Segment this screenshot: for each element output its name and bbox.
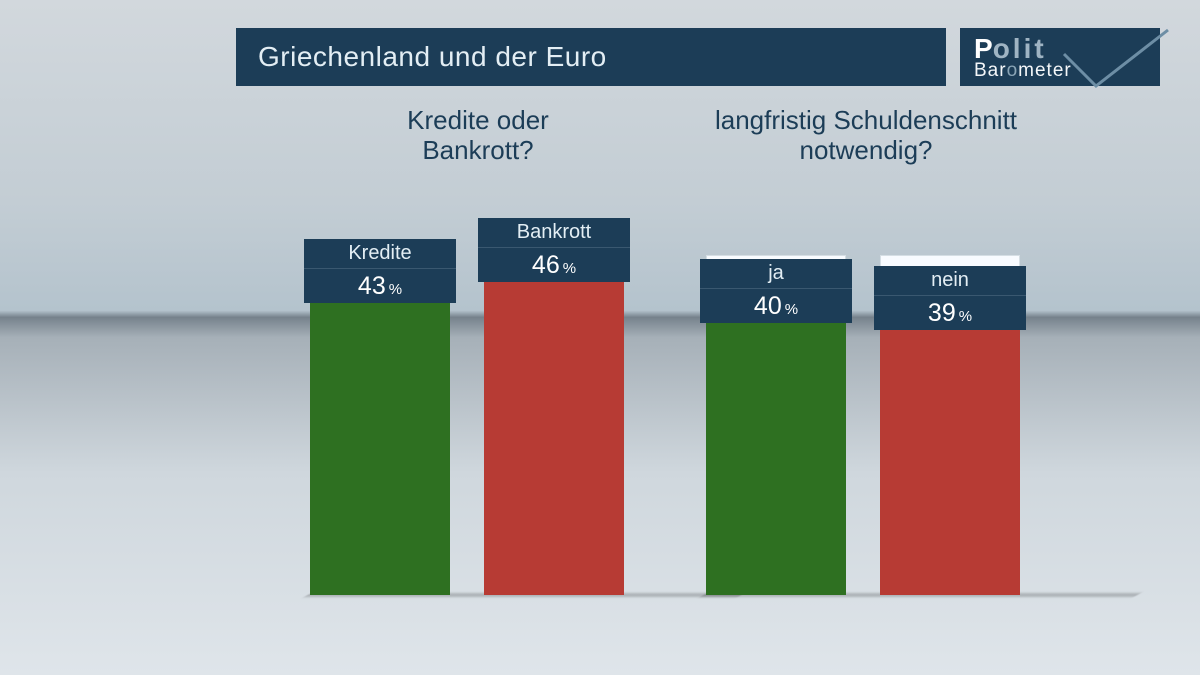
bar-group: Kredite43%Bankrott46% — [310, 255, 624, 595]
question-label: langfristig Schuldenschnittnotwendig? — [656, 106, 1076, 166]
bar: Kredite43% — [310, 255, 450, 595]
bar-label-box: Kredite43% — [304, 239, 456, 303]
bar-fill — [484, 282, 624, 595]
bar-label-box: Bankrott46% — [478, 218, 630, 282]
bar-value: 46% — [478, 248, 630, 278]
bar-label: Bankrott — [478, 222, 630, 248]
bar-value: 39% — [874, 296, 1026, 326]
chart-title: Griechenland und der Euro — [258, 41, 607, 73]
bar-fill — [310, 303, 450, 595]
bar-label: ja — [700, 263, 852, 289]
bar: ja40% — [706, 255, 846, 595]
bar-label: nein — [874, 270, 1026, 296]
logo-line2: Barometer — [974, 61, 1146, 80]
bar-fill — [706, 323, 846, 595]
title-bar: Griechenland und der Euro — [236, 28, 946, 86]
chart-stage: Griechenland und der Euro Polit Baromete… — [0, 0, 1200, 675]
bar-label-box: ja40% — [700, 259, 852, 323]
bar: nein39% — [880, 255, 1020, 595]
logo-line1: Polit — [974, 35, 1146, 63]
bar-group: ja40%nein39% — [706, 255, 1020, 595]
bar-label: Kredite — [304, 243, 456, 269]
bar-label-box: nein39% — [874, 266, 1026, 330]
bar: Bankrott46% — [484, 255, 624, 595]
question-label: Kredite oderBankrott? — [308, 106, 648, 166]
bar-value: 40% — [700, 289, 852, 319]
bar-value: 43% — [304, 269, 456, 299]
logo: Polit Barometer — [960, 28, 1160, 86]
bar-fill — [880, 330, 1020, 595]
